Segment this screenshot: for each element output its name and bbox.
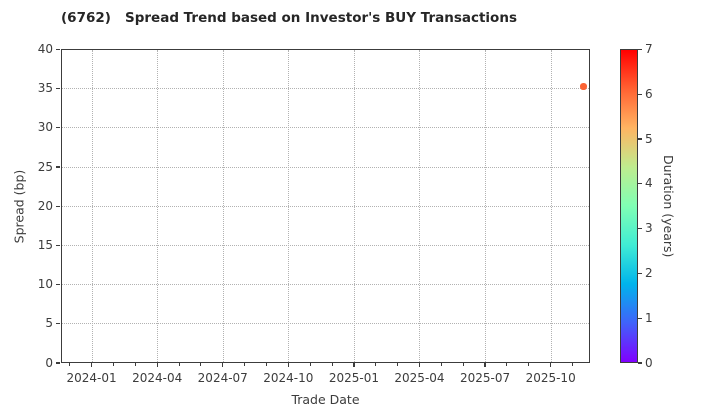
colorbar-tick bbox=[638, 228, 642, 230]
y-tick-label: 35 bbox=[37, 81, 53, 96]
x-tick bbox=[353, 363, 355, 367]
x-minor-tick bbox=[506, 363, 508, 366]
colorbar-tick bbox=[638, 48, 642, 51]
colorbar-tick bbox=[638, 93, 642, 95]
colorbar-tick-label: 5 bbox=[645, 131, 653, 146]
colorbar-tick-label: 6 bbox=[645, 86, 653, 101]
x-tick-label: 2025-10 bbox=[525, 371, 576, 385]
y-tick bbox=[56, 166, 60, 168]
y-tick bbox=[56, 205, 60, 207]
x-tick-label: 2024-04 bbox=[132, 371, 183, 385]
colorbar-label: Duration (years) bbox=[661, 154, 676, 258]
y-tick-label: 10 bbox=[37, 277, 53, 292]
x-minor-tick bbox=[265, 363, 267, 366]
y-gridline bbox=[62, 166, 589, 168]
y-tick bbox=[56, 244, 60, 247]
y-tick bbox=[56, 88, 60, 90]
y-tick bbox=[56, 362, 60, 364]
x-minor-tick bbox=[331, 363, 333, 366]
y-tick-label: 0 bbox=[45, 355, 53, 370]
colorbar-tick bbox=[638, 138, 642, 140]
colorbar-tick-label: 0 bbox=[645, 355, 653, 370]
x-tick bbox=[222, 363, 224, 367]
x-tick-label: 2025-07 bbox=[459, 371, 511, 385]
x-minor-tick bbox=[112, 363, 114, 366]
x-tick bbox=[156, 363, 158, 367]
colorbar-tick-label: 2 bbox=[645, 265, 653, 280]
y-tick-label: 20 bbox=[37, 198, 53, 213]
x-tick-label: 2025-01 bbox=[328, 371, 379, 385]
y-tick-label: 15 bbox=[37, 237, 53, 252]
x-tick-label: 2024-10 bbox=[263, 371, 314, 385]
y-gridline bbox=[62, 88, 589, 90]
y-gridline bbox=[62, 205, 589, 207]
colorbar-tick bbox=[638, 317, 642, 319]
x-tick-label: 2024-01 bbox=[66, 371, 117, 385]
colorbar-tick-label: 7 bbox=[645, 42, 653, 56]
colorbar-tick bbox=[638, 362, 642, 364]
x-tick bbox=[418, 363, 421, 367]
x-gridline bbox=[353, 50, 355, 362]
x-minor-tick bbox=[309, 363, 311, 366]
y-tick bbox=[56, 323, 60, 325]
y-gridline bbox=[62, 323, 589, 325]
x-gridline bbox=[91, 50, 93, 362]
y-tick-label: 40 bbox=[37, 42, 53, 56]
x-gridline bbox=[419, 50, 421, 362]
colorbar-tick-label: 1 bbox=[645, 310, 653, 325]
x-minor-tick bbox=[69, 363, 71, 366]
y-tick-label: 5 bbox=[45, 316, 53, 331]
x-minor-tick bbox=[462, 363, 464, 366]
x-minor-tick bbox=[397, 363, 399, 366]
x-tick bbox=[287, 363, 289, 367]
plot-area bbox=[61, 49, 590, 363]
x-axis-label: Trade Date bbox=[291, 392, 360, 407]
x-minor-tick bbox=[572, 363, 573, 366]
x-gridline bbox=[222, 50, 224, 362]
x-minor-tick bbox=[375, 363, 377, 366]
x-tick-label: 2025-04 bbox=[394, 371, 445, 385]
x-minor-tick bbox=[134, 363, 136, 366]
y-gridline bbox=[62, 244, 589, 246]
x-minor-tick bbox=[440, 363, 442, 366]
x-tick bbox=[91, 363, 93, 367]
y-gridline bbox=[62, 127, 589, 129]
y-tick-label: 25 bbox=[37, 159, 53, 174]
scatter-point bbox=[580, 83, 587, 90]
chart-title: (6762) Spread Trend based on Investor's … bbox=[61, 10, 517, 26]
x-tick bbox=[550, 363, 552, 367]
y-tick bbox=[56, 284, 60, 286]
x-gridline bbox=[288, 50, 290, 362]
colorbar-tick bbox=[638, 183, 642, 185]
x-gridline bbox=[550, 50, 552, 362]
x-minor-tick bbox=[244, 363, 246, 366]
x-minor-tick bbox=[178, 363, 180, 366]
colorbar-tick-label: 4 bbox=[645, 176, 653, 191]
y-tick-label: 30 bbox=[37, 120, 53, 135]
colorbar-tick bbox=[638, 272, 642, 275]
y-tick bbox=[56, 127, 60, 129]
x-tick-label: 2024-07 bbox=[197, 371, 248, 385]
y-gridline bbox=[62, 284, 589, 286]
x-gridline bbox=[157, 50, 159, 362]
colorbar bbox=[620, 49, 638, 363]
x-tick bbox=[484, 363, 486, 367]
colorbar-tick-label: 3 bbox=[645, 221, 653, 236]
x-minor-tick bbox=[528, 363, 530, 366]
x-minor-tick bbox=[200, 363, 202, 366]
x-gridline bbox=[485, 50, 487, 362]
y-tick bbox=[56, 48, 60, 51]
